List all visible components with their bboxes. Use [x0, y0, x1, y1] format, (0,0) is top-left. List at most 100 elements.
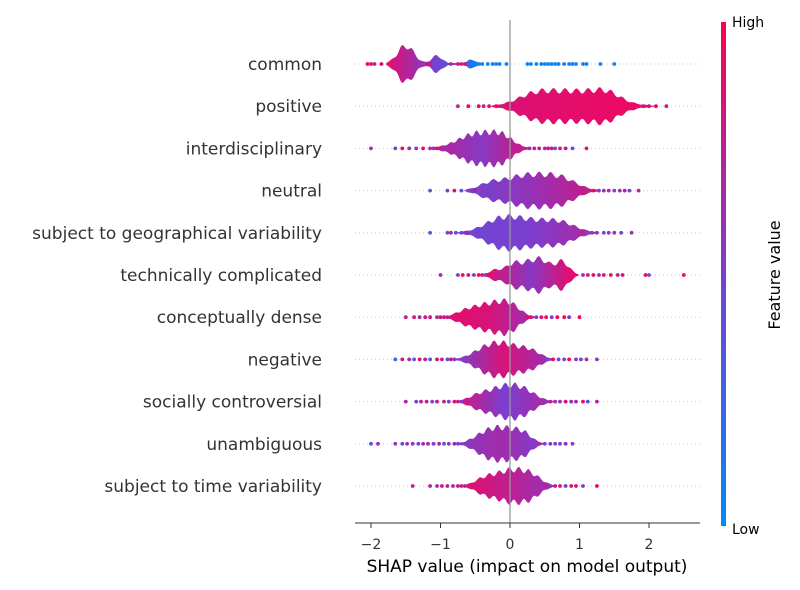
outlier-dot: [446, 399, 451, 404]
outlier-dot: [584, 62, 589, 66]
outlier-dot: [504, 104, 509, 109]
outlier-dot: [612, 188, 617, 193]
outlier-dot: [456, 104, 460, 109]
outlier-dot: [581, 62, 585, 66]
outlier-dot: [428, 357, 432, 362]
outlier-dot: [412, 315, 416, 320]
outlier-dot: [612, 230, 617, 235]
violin-row: [355, 424, 700, 463]
outlier-dot: [556, 357, 561, 362]
outlier-dot: [412, 357, 416, 362]
outlier-dot: [451, 484, 455, 488]
outlier-dot: [452, 188, 457, 193]
outlier-dot: [563, 441, 568, 446]
outlier-dot: [553, 399, 558, 404]
outlier-dot: [452, 441, 457, 446]
outlier-dot: [534, 62, 539, 66]
outlier-dot: [525, 315, 530, 320]
outlier-dot: [542, 399, 547, 404]
outlier-dot: [595, 399, 599, 404]
outlier-dot: [539, 62, 544, 66]
outlier-dot: [569, 399, 574, 404]
outlier-dot: [546, 62, 551, 66]
outlier-dot: [562, 62, 567, 66]
outlier-dot: [423, 315, 428, 320]
outlier-dot: [440, 357, 444, 362]
feature-label: positive: [255, 97, 322, 117]
outlier-dot: [549, 315, 554, 320]
outlier-dot: [570, 146, 575, 151]
outlier-dot: [435, 484, 439, 488]
colorbar-high-label: High: [732, 15, 764, 31]
violin-row: [355, 298, 700, 337]
outlier-dot: [590, 230, 594, 235]
feature-label: unambiguous: [206, 435, 322, 455]
outlier-dot: [619, 230, 624, 235]
outlier-dot: [591, 188, 596, 193]
violin-body: [464, 171, 599, 210]
outlier-dot: [585, 399, 590, 404]
outlier-dot: [456, 62, 460, 66]
outlier-dot: [595, 357, 599, 362]
outlier-dot: [466, 484, 471, 488]
outlier-dot: [494, 104, 498, 109]
feature-labels: common positive interdisciplinary neutral su…: [32, 55, 322, 497]
outlier-dot: [494, 62, 498, 66]
outlier-dot: [537, 146, 542, 151]
feature-label: neutral: [261, 182, 322, 202]
x-ticks: −2 −1 0 1 2: [361, 523, 653, 553]
outlier-dot: [617, 188, 622, 193]
outlier-dot: [549, 62, 554, 66]
feature-label: technically complicated: [120, 266, 322, 286]
outlier-dot: [435, 357, 439, 362]
outlier-dot: [390, 62, 394, 66]
outlier-dot: [428, 230, 432, 235]
outlier-dot: [438, 146, 443, 151]
outlier-dot: [595, 484, 599, 488]
outlier-dot: [544, 315, 548, 320]
outlier-dot: [591, 273, 596, 277]
outlier-dot: [497, 62, 502, 66]
outlier-dot: [620, 273, 625, 277]
outlier-dot: [369, 441, 373, 446]
outlier-dot: [428, 484, 432, 488]
x-tick-label: −2: [361, 537, 382, 553]
outlier-dot: [481, 104, 486, 109]
outlier-dot: [449, 357, 453, 362]
outlier-dot: [459, 230, 464, 235]
outlier-dot: [563, 146, 568, 151]
outlier-dot: [539, 315, 544, 320]
outlier-dot: [601, 273, 606, 277]
outlier-dot: [553, 146, 558, 151]
outlier-dot: [584, 230, 589, 235]
outlier-dot: [551, 357, 555, 362]
outlier-dot: [567, 357, 571, 362]
outlier-dot: [449, 230, 453, 235]
outlier-dot: [579, 357, 583, 362]
violin-row: [355, 87, 700, 126]
outlier-dot: [456, 441, 460, 446]
outlier-dot: [435, 399, 439, 404]
outlier-dot: [527, 146, 532, 151]
outlier-dot: [456, 399, 460, 404]
outlier-dot: [369, 146, 373, 151]
outlier-dot: [581, 273, 585, 277]
outlier-dot: [424, 399, 429, 404]
violin-body: [491, 87, 657, 126]
outlier-dot: [563, 484, 568, 488]
outlier-dot: [449, 62, 453, 66]
outlier-dot: [597, 273, 601, 277]
outlier-dot: [570, 441, 575, 446]
outlier-dot: [438, 315, 443, 320]
violin-body: [443, 298, 536, 337]
outlier-dot: [460, 273, 465, 277]
outlier-dot: [558, 441, 562, 446]
violin-body: [386, 45, 481, 83]
outlier-dot: [681, 273, 686, 277]
outlier-dot: [442, 441, 446, 446]
outlier-dot: [562, 315, 567, 320]
violin-body: [452, 340, 554, 379]
outlier-dot: [414, 399, 419, 404]
colorbar-low-label: Low: [732, 522, 760, 538]
